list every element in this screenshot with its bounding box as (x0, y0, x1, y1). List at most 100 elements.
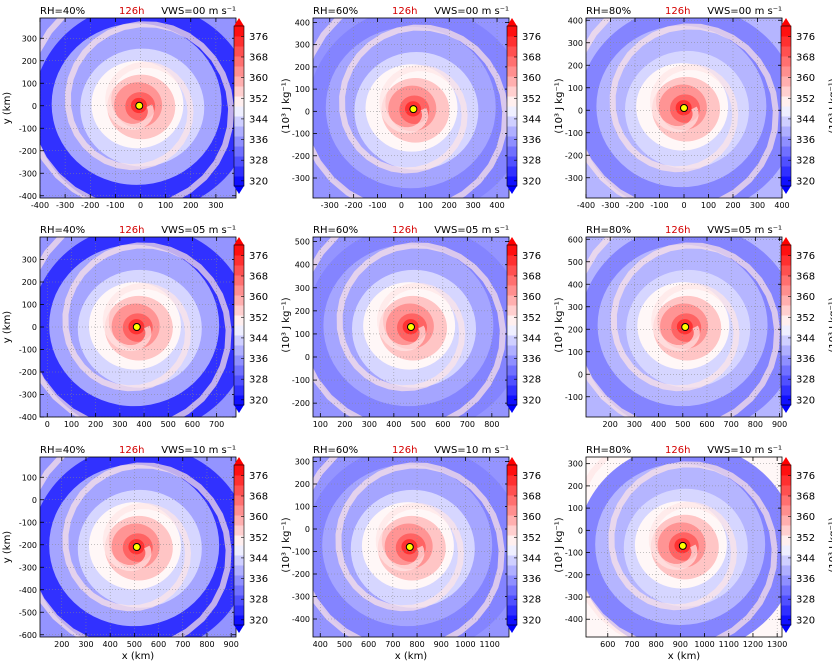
colorbar-segment (234, 86, 244, 97)
x-tick-label: -200 (345, 201, 363, 210)
y-tick-label: 100 (568, 504, 583, 513)
colorbar-tick-label: 368 (796, 271, 815, 282)
y-tick-label: 200 (568, 325, 583, 334)
y-tick-label: -300 (19, 169, 37, 178)
colorbar-segment (507, 166, 517, 177)
colorbar-segment (507, 495, 517, 506)
colorbar-tick-label: 368 (796, 491, 815, 502)
x-tick-label: 100 (158, 201, 173, 210)
colorbar-segment (234, 156, 244, 167)
colorbar-tick-label: 320 (249, 615, 268, 626)
colorbar-segment (507, 56, 517, 67)
x-tick-label: 500 (127, 640, 142, 649)
colorbar-tick-label: 320 (796, 395, 815, 406)
colorbar-segment (507, 156, 517, 167)
colorbar-tick-label: 376 (249, 471, 268, 482)
storm-center-marker (135, 101, 144, 110)
colorbar-segment (234, 76, 244, 87)
colorbar-tick-label: 328 (522, 595, 541, 606)
y-tick-label: 0 (578, 106, 583, 115)
y-tick-label: -200 (19, 541, 37, 550)
y-tick-label: 300 (568, 303, 583, 312)
colorbar-tick-label: 336 (796, 354, 815, 365)
colorbar-segment (507, 96, 517, 107)
spiral-band (40, 18, 235, 198)
x-tick-label: 300 (750, 201, 765, 210)
field-map (40, 457, 236, 637)
colorbar-segment (234, 385, 244, 396)
colorbar-tick-label: 344 (522, 114, 541, 125)
colorbar-tick-label: 336 (249, 354, 268, 365)
colorbar-tick-label: 368 (522, 52, 541, 63)
colorbar-segment (781, 345, 791, 356)
x-tick-label: 700 (460, 420, 475, 429)
y-tick-label: 200 (295, 307, 310, 316)
x-tick-label: -400 (31, 201, 49, 210)
x-tick-label: 1000 (455, 640, 475, 649)
y-tick-label: -200 (292, 152, 310, 161)
spiral-band (586, 457, 778, 637)
colorbar-segment (507, 595, 517, 606)
colorbar-segment (507, 335, 517, 346)
vws-label: VWS=10 m s⁻¹ (161, 445, 236, 456)
colorbar-extend-min (781, 405, 791, 413)
colorbar-segment (234, 525, 244, 536)
spiral-band (40, 237, 232, 417)
colorbar-segment (507, 395, 517, 406)
colorbar-segment (234, 265, 244, 276)
vws-label: VWS=05 m s⁻¹ (434, 225, 509, 236)
colorbar-extend-min (781, 625, 791, 633)
colorbar-tick-label: 344 (249, 553, 268, 564)
colorbar-segment (507, 106, 517, 117)
panel-3: -400 -300 -200 -100 0 100 200 300 400 -300 -200 -10… (565, 6, 832, 210)
y-axis-label: y (km) (2, 92, 13, 125)
x-tick-label: -100 (650, 201, 668, 210)
time-label: 126h (119, 225, 144, 236)
x-tick-label: 400 (103, 640, 118, 649)
colorbar-segment (507, 136, 517, 147)
x-tick-label: 300 (112, 420, 127, 429)
time-label: 126h (665, 6, 690, 17)
colorbar-extend-max (507, 237, 517, 245)
colorbar-tick-label: 320 (522, 615, 541, 626)
y-tick-label: 0 (32, 496, 37, 505)
colorbar-segment (781, 255, 791, 266)
colorbar-tick-label: 360 (249, 292, 268, 303)
colorbar-segment (507, 505, 517, 516)
colorbar-tick-label: 320 (522, 395, 541, 406)
y-tick-label: -100 (565, 549, 583, 558)
colorbar-tick-label: 360 (522, 292, 541, 303)
x-axis-label: x (km) (668, 651, 701, 662)
y-tick-label: -100 (19, 518, 37, 527)
colorbar-segment (781, 485, 791, 496)
colorbar: 320 328 336 344 352 360 368 376 (10³ J kg⁻¹) (780, 18, 832, 194)
colorbar-tick-label: 352 (249, 533, 268, 544)
colorbar-segment (507, 365, 517, 376)
colorbar-tick-label: 320 (249, 176, 268, 187)
colorbar-tick-label: 328 (796, 375, 815, 386)
colorbar-frame (233, 25, 245, 187)
colorbar-segment (781, 475, 791, 486)
colorbar-segment (781, 275, 791, 286)
colorbar-segment (781, 325, 791, 336)
colorbar-segment (781, 285, 791, 296)
colorbar-tick-label: 320 (249, 395, 268, 406)
colorbar-extend-min (507, 405, 517, 413)
colorbar-tick-label: 344 (796, 114, 815, 125)
colorbar-tick-label: 320 (522, 176, 541, 187)
colorbar-segment (507, 605, 517, 616)
colorbar-segment (507, 515, 517, 526)
colorbar-tick-label: 320 (796, 615, 815, 626)
x-tick-label: 600 (361, 640, 376, 649)
x-tick-label: -100 (368, 201, 386, 210)
rh-label: RH=40% (40, 6, 85, 17)
colorbar-segment (781, 116, 791, 127)
colorbar-segment (234, 595, 244, 606)
colorbar-tick-label: 352 (796, 533, 815, 544)
y-tick-label: -100 (292, 548, 310, 557)
panel-2: -300 -200 -100 0 100 200 300 400 -300 -200 -100 0 10… (292, 6, 565, 210)
x-tick-label: 700 (724, 420, 739, 429)
panel-8: 400 500 600 700 800 900 1000 1100-400-300-200-1… (292, 445, 565, 662)
y-tick-label: -400 (565, 615, 583, 624)
colorbar-segment (781, 166, 791, 177)
